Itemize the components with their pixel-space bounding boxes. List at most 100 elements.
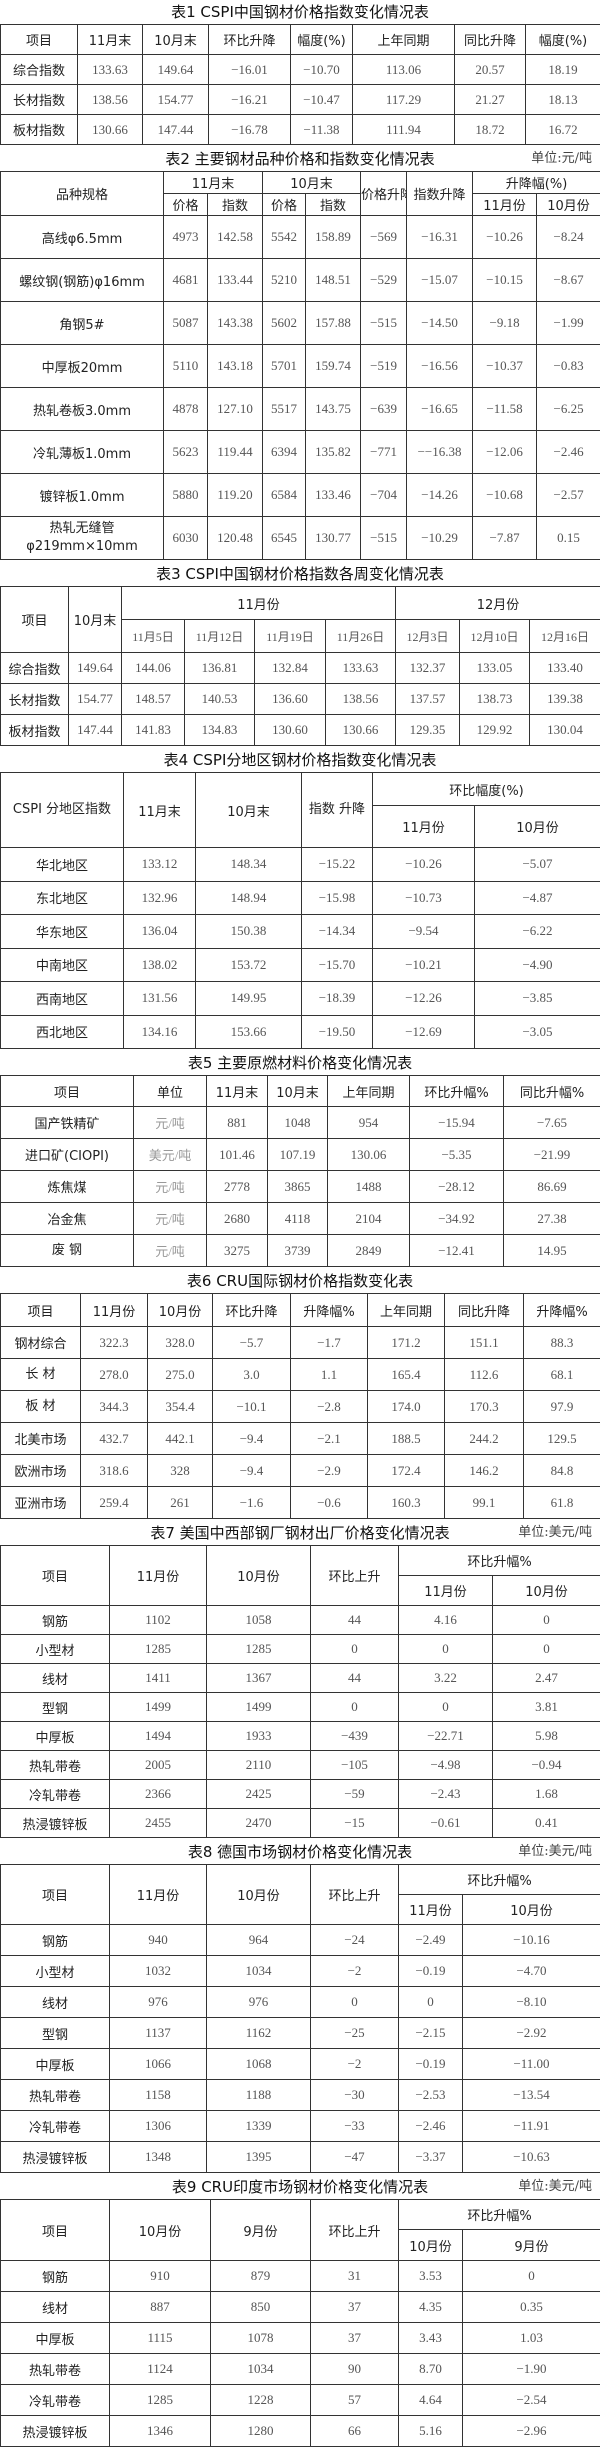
table-cell: −10.1: [213, 1391, 291, 1423]
table-cell: 16.72: [526, 115, 600, 145]
column-header: 11月末: [207, 1076, 268, 1107]
table-cell: −11.00: [463, 2049, 600, 2080]
table-cell: −2.46: [537, 431, 600, 474]
row-label: 进口矿(CIOPI): [1, 1139, 134, 1171]
column-header: 升降幅(%): [473, 172, 600, 194]
table-cell: 112.6: [445, 1359, 524, 1391]
table-cell: 1285: [110, 2385, 211, 2416]
table-title: 表1 CSPI中国钢材价格指数变化情况表: [171, 3, 429, 21]
table-cell: −105: [311, 1751, 399, 1780]
column-header: 10月份: [493, 1576, 600, 1606]
table-cell: 2.47: [493, 1664, 600, 1693]
table-cell: 1494: [110, 1722, 207, 1751]
table-cell: 137.57: [396, 684, 460, 715]
table-cell: 148.34: [196, 848, 302, 882]
table-cell: −19.50: [302, 1015, 373, 1049]
table-cell: −11.58: [473, 388, 537, 431]
table-cell: 3275: [207, 1235, 268, 1267]
column-header: CSPI 分地区指数: [1, 773, 124, 848]
column-header: 环比升幅%: [399, 1865, 600, 1895]
table-cell: 元/吨: [134, 1107, 207, 1139]
table-cell: 101.46: [207, 1139, 268, 1171]
table-cell: 1933: [207, 1722, 311, 1751]
table-cell: 1188: [207, 2080, 311, 2111]
table-cell: 6030: [164, 517, 208, 560]
table-cell: 6584: [263, 474, 306, 517]
column-header: 环比上升: [311, 1865, 399, 1925]
table-cell: −16.01: [209, 55, 291, 85]
row-label: 冶金焦: [1, 1203, 134, 1235]
table-cell: −15.70: [302, 948, 373, 982]
table-cell: 119.44: [208, 431, 263, 474]
column-header: 同比升幅%: [504, 1076, 600, 1107]
table-cell: 354.4: [148, 1391, 213, 1423]
table-cell: −2.96: [463, 2416, 600, 2447]
table-cell: −25: [311, 2018, 399, 2049]
table-cell: 157.88: [306, 302, 361, 345]
table-cell: 138.02: [124, 948, 196, 982]
table-cell: 0: [493, 1635, 600, 1664]
row-label: 长材指数: [1, 85, 78, 115]
table-cell: 127.10: [208, 388, 263, 431]
table-cell: 美元/吨: [134, 1139, 207, 1171]
table-cell: 3.0: [213, 1359, 291, 1391]
table-cell: 328.0: [148, 1327, 213, 1359]
table-cell: 0.15: [537, 517, 600, 560]
column-header: 11月26日: [326, 620, 396, 653]
table-cell: 1346: [110, 2416, 211, 2447]
table-cell: −1.99: [537, 302, 600, 345]
column-header: 10月份: [475, 806, 600, 848]
row-label: 中厚板20mm: [1, 345, 164, 388]
table-cell: 964: [207, 1925, 311, 1956]
table-cell: 144.06: [122, 653, 185, 684]
column-header: 11月末: [124, 773, 196, 848]
table-caption: 表6 CRU国际钢材价格指数变化表: [0, 1269, 600, 1293]
table-cell: 850: [211, 2292, 311, 2323]
column-header: 同比升降: [455, 25, 526, 55]
table-cell: 元/吨: [134, 1171, 207, 1203]
table-cell: −12.26: [373, 982, 475, 1016]
table-cell: 136.04: [124, 915, 196, 949]
table-cell: −14.26: [407, 474, 473, 517]
table-cell: 1034: [211, 2354, 311, 2385]
table-cell: 4878: [164, 388, 208, 431]
table-cell: 0.35: [463, 2292, 600, 2323]
row-label: 高线φ6.5mm: [1, 216, 164, 259]
table-cell: 120.48: [208, 517, 263, 560]
row-label: 废 钢: [1, 1235, 134, 1267]
table-cell: −4.70: [463, 1956, 600, 1987]
row-label: 华东地区: [1, 915, 124, 949]
table-cell: 129.5: [524, 1423, 600, 1455]
table-caption: 表3 CSPI中国钢材价格指数各周变化情况表: [0, 562, 600, 586]
table-cell: 27.38: [504, 1203, 600, 1235]
row-label: 冷轧带卷: [1, 2385, 110, 2416]
column-header: 11月份: [110, 1546, 207, 1606]
table-cell: 1137: [110, 2018, 207, 2049]
column-header: 11月末: [164, 172, 263, 194]
table-cell: 2110: [207, 1751, 311, 1780]
table-cell: 259.4: [81, 1487, 148, 1519]
row-label: 钢材综合: [1, 1327, 81, 1359]
table-cell: 2425: [207, 1780, 311, 1809]
row-label: 线材: [1, 1664, 110, 1693]
table-cell: 159.74: [306, 345, 361, 388]
table-cell: 165.4: [368, 1359, 445, 1391]
column-header: 10月末: [143, 25, 209, 55]
table-cell: 18.19: [526, 55, 600, 85]
table-cell: −9.4: [213, 1423, 291, 1455]
table-cell: 278.0: [81, 1359, 148, 1391]
table-cell: 37: [311, 2292, 399, 2323]
table-cell: 171.2: [368, 1327, 445, 1359]
